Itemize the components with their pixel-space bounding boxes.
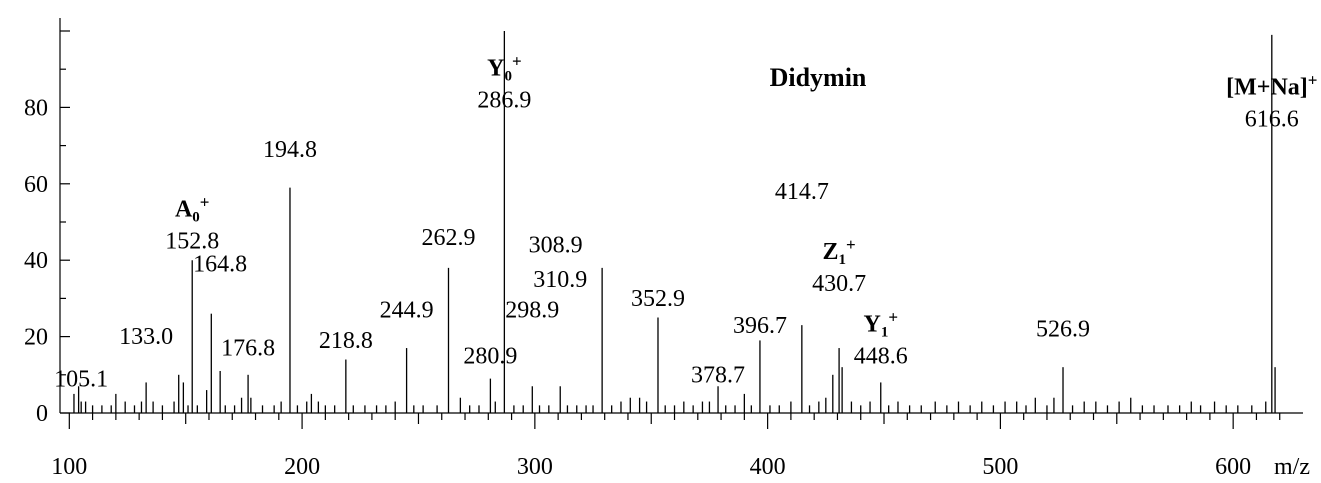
ion-label: Y0+ [487, 51, 522, 84]
peak-label: 152.8 [165, 229, 219, 255]
peak-label: 286.9 [477, 87, 531, 113]
x-tick-label: 200 [284, 454, 320, 480]
peak-label: 218.8 [319, 328, 373, 354]
x-tick-label: 600 [1215, 454, 1251, 480]
y-tick-label: 20 [24, 325, 48, 351]
peak-label: 430.7 [812, 271, 866, 297]
peak-label: 194.8 [263, 137, 317, 163]
peak-label: 164.8 [193, 252, 247, 278]
peak-label: 176.8 [221, 336, 275, 362]
peak-label: 616.6 [1245, 107, 1299, 133]
peak-label: 352.9 [631, 286, 685, 312]
peak-label: 133.0 [119, 324, 173, 350]
y-tick-label: 0 [36, 401, 48, 427]
y-tick-label: 80 [24, 95, 48, 121]
peak-label: 244.9 [380, 298, 434, 324]
peak-annotations: 105.1 133.0 152.8 A0+ 164.8 176.8 194.8 218.8 24… [54, 51, 1317, 392]
peak-label: 526.9 [1036, 317, 1090, 343]
y-tick-label: 40 [24, 248, 48, 274]
axes: 0 20 40 60 80 100 200 300 400 500 600 [24, 18, 1303, 480]
x-tick-label: 400 [750, 454, 786, 480]
x-axis-label: m/z [1274, 454, 1310, 480]
peak-label: 448.6 [854, 343, 908, 369]
peak-label: 414.7 [775, 179, 829, 205]
x-tick-label: 300 [517, 454, 553, 480]
peak-label: 378.7 [691, 362, 745, 388]
peak-label: 308.9 [529, 233, 583, 259]
peak-label: 105.1 [54, 366, 108, 392]
chart-title: Didymin [770, 63, 867, 92]
peak-label: 262.9 [421, 225, 475, 251]
ion-label: Z1+ [822, 235, 855, 268]
ion-label: A0+ [175, 193, 210, 226]
ion-label: Y1+ [863, 307, 898, 340]
peak-label: 280.9 [463, 343, 517, 369]
peak-label: 310.9 [533, 267, 587, 293]
peaks [73, 31, 1276, 413]
x-tick-label: 500 [982, 454, 1018, 480]
peak-label: 396.7 [733, 313, 787, 339]
ion-label: [M+Na]+ [1226, 71, 1317, 101]
y-tick-label: 60 [24, 172, 48, 198]
x-tick-label: 100 [51, 454, 87, 480]
peak-label: 298.9 [505, 298, 559, 324]
